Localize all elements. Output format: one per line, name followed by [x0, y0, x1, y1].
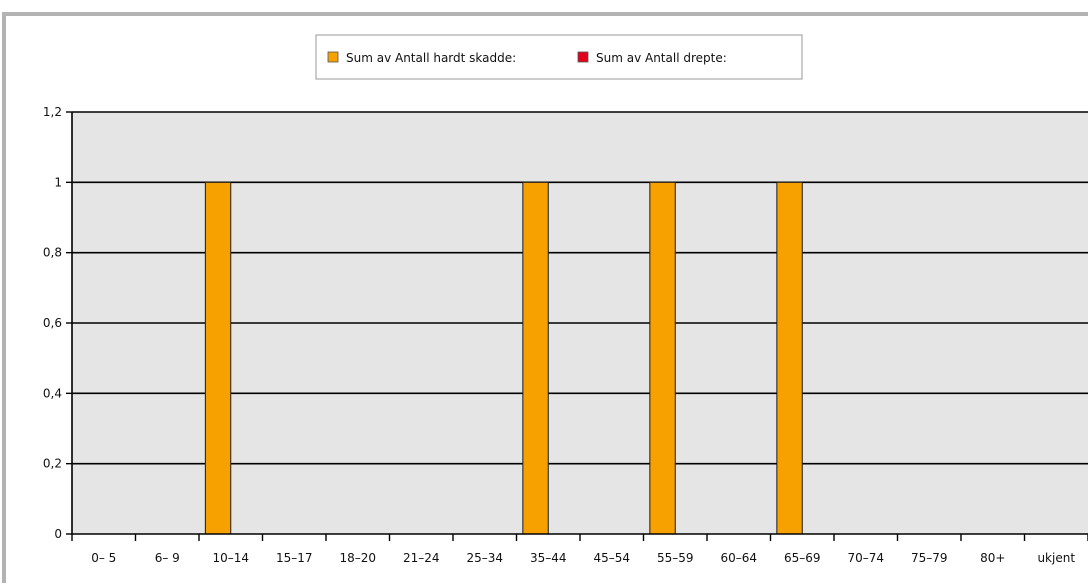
- x-tick-label: 6– 9: [155, 551, 180, 565]
- x-tick-label: 65–69: [784, 551, 821, 565]
- legend-swatch-drepte: [577, 51, 589, 63]
- legend-swatch-hardt-skadde: [327, 51, 339, 63]
- legend-label-drepte: Sum av Antall drepte:: [596, 51, 727, 65]
- x-tick-label: 35–44: [530, 551, 567, 565]
- y-tick-label: 0,8: [43, 246, 62, 260]
- y-tick-label: 1,2: [43, 105, 62, 119]
- x-tick-label: 75–79: [911, 551, 948, 565]
- bar-hardt-skadde-2: [204, 181, 232, 535]
- bar-chart: 0 0,2 0,4 0,6 0,8 1 1,2 0– 5 6– 9 10–14 15–17 18–2…: [43, 34, 1088, 565]
- x-tick-label: 15–17: [276, 551, 313, 565]
- x-tick-label: 45–54: [593, 551, 630, 565]
- legend-box: [315, 34, 803, 80]
- x-tick-label: 0– 5: [91, 551, 116, 565]
- y-tick-label: 0,4: [43, 386, 62, 400]
- y-tick-label: 0,2: [43, 457, 62, 471]
- x-tick-label: 10–14: [212, 551, 249, 565]
- y-tick-label: 0,6: [43, 316, 62, 330]
- y-tick-label: 1: [54, 175, 62, 189]
- x-tick-label: 21–24: [403, 551, 440, 565]
- legend: Sum av Antall hardt skadde: Sum av Antal…: [315, 34, 803, 80]
- y-tick-label: 0: [54, 527, 62, 541]
- x-tick-label: 70–74: [847, 551, 884, 565]
- x-tick-label: ukjent: [1037, 551, 1075, 565]
- legend-label-hardt-skadde: Sum av Antall hardt skadde:: [346, 51, 516, 65]
- bar-hardt-skadde-7: [522, 181, 549, 535]
- bar-hardt-skadde-11: [776, 181, 803, 535]
- x-tick-label: 25–34: [466, 551, 503, 565]
- x-tick-label: 80+: [980, 551, 1005, 565]
- x-tick-label: 60–64: [720, 551, 757, 565]
- x-tick-label: 55–59: [657, 551, 694, 565]
- x-tick-label: 18–20: [339, 551, 376, 565]
- chart-frame: 0 0,2 0,4 0,6 0,8 1 1,2 0– 5 6– 9 10–14 15–17 18–2…: [2, 12, 1088, 583]
- bar-hardt-skadde-9: [649, 181, 676, 535]
